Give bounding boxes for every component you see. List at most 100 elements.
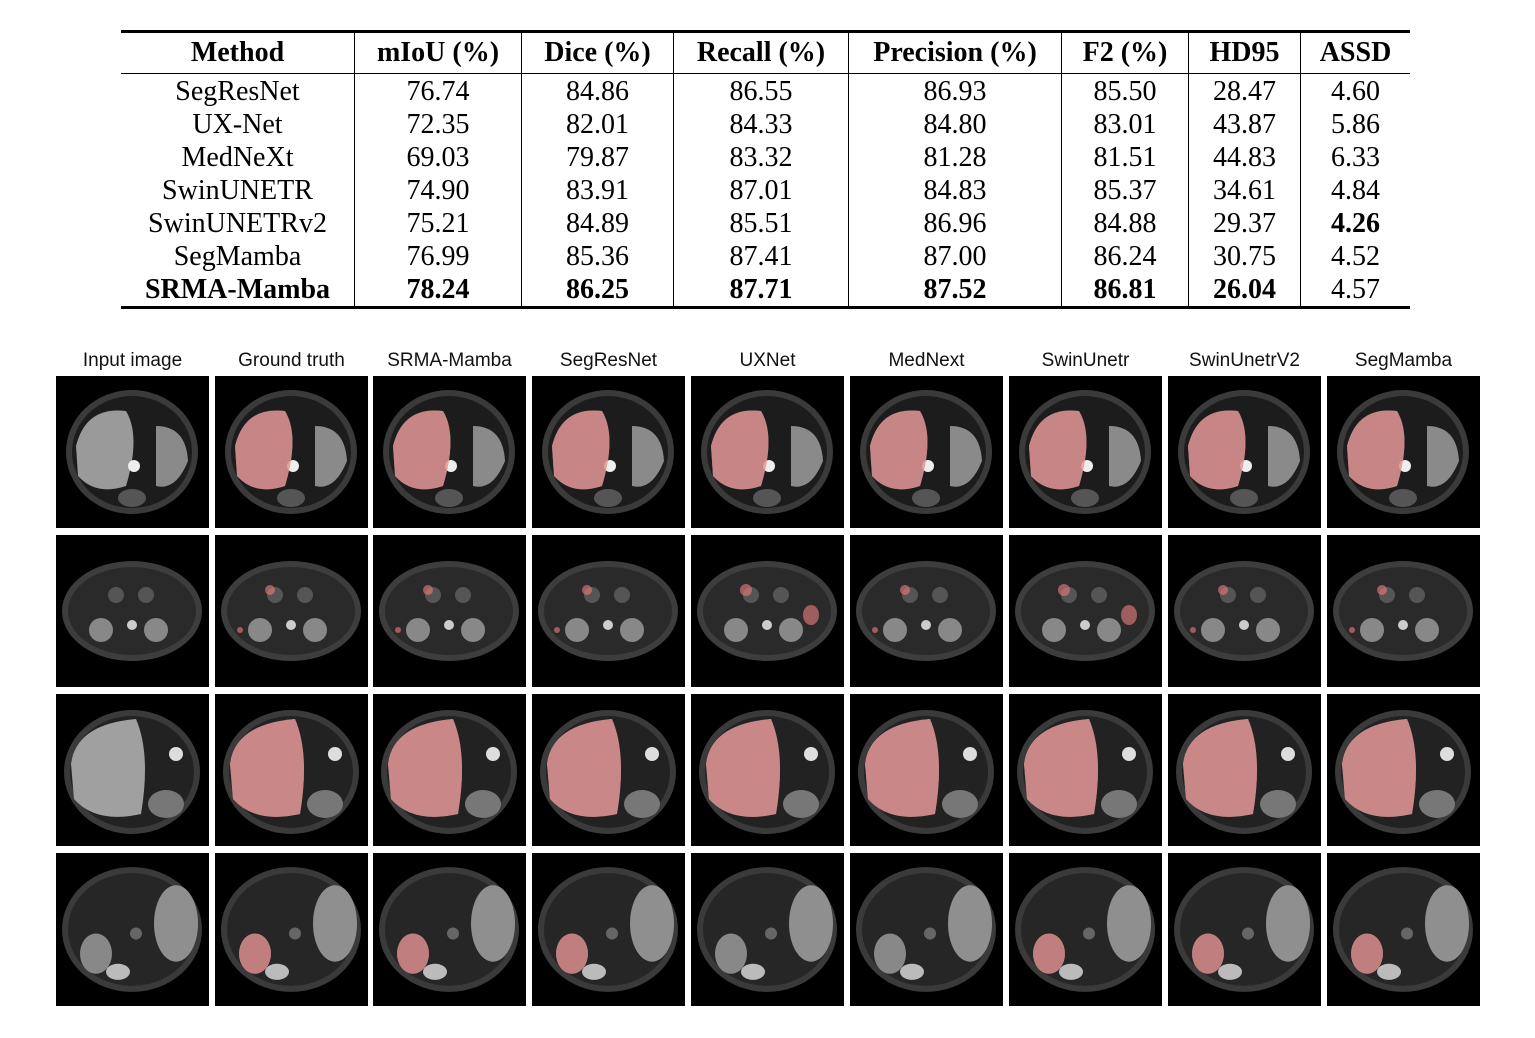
metric-cell: 87.52 <box>848 273 1062 308</box>
metric-cell: 76.74 <box>354 73 522 108</box>
metric-cell: 4.60 <box>1300 73 1410 108</box>
mri-slice-image <box>373 694 526 846</box>
mri-slice-image <box>373 376 526 528</box>
mri-slice-image <box>850 376 1003 528</box>
metric-cell: 86.93 <box>848 73 1062 108</box>
results-table: Method mIoU (%) Dice (%) Recall (%) Prec… <box>121 30 1410 309</box>
header-assd: ASSD <box>1300 31 1410 74</box>
metric-cell: 84.86 <box>521 73 674 108</box>
mri-slice-image <box>1009 853 1162 1006</box>
mri-slice-image <box>1327 535 1480 687</box>
mri-slice-image <box>532 535 685 687</box>
mri-slice-image <box>373 535 526 687</box>
column-header: SwinUnetr <box>1041 350 1130 371</box>
mri-slice-image <box>1168 535 1321 687</box>
column-header: Ground truth <box>238 350 345 371</box>
metric-cell: 34.61 <box>1188 174 1301 207</box>
mri-slice-image <box>850 535 1003 687</box>
mri-slice-image <box>215 694 368 846</box>
method-cell: SRMA-Mamba <box>144 274 331 305</box>
metric-cell: 76.99 <box>354 240 522 273</box>
method-cell: SwinUNETR <box>162 175 313 206</box>
metric-cell: 87.41 <box>673 240 849 273</box>
mri-slice-image <box>56 535 209 687</box>
column-header: SegResNet <box>559 350 658 371</box>
metric-cell: 85.37 <box>1061 174 1189 207</box>
metric-cell: 26.04 <box>1188 273 1301 308</box>
table-row: SegResNet 76.74 84.86 86.55 86.93 85.50 28.47 4… <box>121 73 1410 108</box>
metric-cell: 87.71 <box>673 273 849 308</box>
mri-slice-image <box>691 535 844 687</box>
table-header-row: Method mIoU (%) Dice (%) Recall (%) Prec… <box>121 31 1410 74</box>
metric-cell: 84.88 <box>1061 207 1189 240</box>
metric-cell: 85.51 <box>673 207 849 240</box>
method-cell: UX-Net <box>192 109 283 140</box>
mri-slice-image <box>1009 376 1162 528</box>
metric-cell: 44.83 <box>1188 141 1301 174</box>
metric-cell: 81.28 <box>848 141 1062 174</box>
method-cell: SegResNet <box>175 76 300 107</box>
table-row: UX-Net 72.35 82.01 84.33 84.80 83.01 43.87 5.86 <box>121 108 1410 141</box>
metric-cell: 86.96 <box>848 207 1062 240</box>
metric-cell: 5.86 <box>1300 108 1410 141</box>
table-row: SwinUNETR 74.90 83.91 87.01 84.83 85.37 34.61 4… <box>121 174 1410 207</box>
metric-cell: 84.33 <box>673 108 849 141</box>
mri-slice-image <box>691 376 844 528</box>
mri-slice-image <box>1327 853 1480 1006</box>
table-row: MedNeXt 69.03 79.87 83.32 81.28 81.51 44.83 6.3… <box>121 141 1410 174</box>
metric-cell: 84.80 <box>848 108 1062 141</box>
metric-cell: 30.75 <box>1188 240 1301 273</box>
header-hd95: HD95 <box>1188 31 1301 74</box>
metric-cell: 86.25 <box>521 273 674 308</box>
mri-slice-image <box>56 853 209 1006</box>
mri-slice-image <box>373 853 526 1006</box>
mri-slice-image <box>532 853 685 1006</box>
mri-slice-image <box>1168 853 1321 1006</box>
metric-cell: 4.26 <box>1300 207 1410 240</box>
column-header: Input image <box>82 350 183 371</box>
mri-slice-image <box>215 535 368 687</box>
mri-slice-image <box>215 853 368 1006</box>
metric-cell: 4.52 <box>1300 240 1410 273</box>
metric-cell: 4.57 <box>1300 273 1410 308</box>
metric-cell: 86.81 <box>1061 273 1189 308</box>
mri-slice-image <box>1009 694 1162 846</box>
metric-cell: 79.87 <box>521 141 674 174</box>
metric-cell: 43.87 <box>1188 108 1301 141</box>
metric-cell: 85.36 <box>521 240 674 273</box>
mri-slice-image <box>1168 694 1321 846</box>
metric-cell: 87.01 <box>673 174 849 207</box>
method-cell: SwinUNETRv2 <box>148 208 327 239</box>
column-header: SwinUnetrV2 <box>1189 350 1300 371</box>
column-header: MedNext <box>888 350 965 371</box>
header-miou: mIoU (%) <box>354 31 522 74</box>
metric-cell: 84.89 <box>521 207 674 240</box>
table-row: SwinUNETRv2 75.21 84.89 85.51 86.96 84.88 29.3… <box>121 207 1410 240</box>
mri-slice-image <box>532 694 685 846</box>
mri-slice-image <box>56 694 209 846</box>
column-header: UXNet <box>739 350 796 371</box>
metric-cell: 82.01 <box>521 108 674 141</box>
method-cell: SegMamba <box>173 241 302 272</box>
mri-slice-image <box>215 376 368 528</box>
header-f2: F2 (%) <box>1061 31 1189 74</box>
metric-cell: 87.00 <box>848 240 1062 273</box>
metric-cell: 81.51 <box>1061 141 1189 174</box>
metric-cell: 75.21 <box>354 207 522 240</box>
column-header: SRMA-Mamba <box>387 350 512 371</box>
metric-cell: 78.24 <box>354 273 522 308</box>
metric-cell: 6.33 <box>1300 141 1410 174</box>
mri-slice-image <box>691 853 844 1006</box>
metric-cell: 28.47 <box>1188 73 1301 108</box>
metric-cell: 4.84 <box>1300 174 1410 207</box>
metric-cell: 86.24 <box>1061 240 1189 273</box>
column-header: SegMamba <box>1354 350 1453 371</box>
mri-slice-image <box>1168 376 1321 528</box>
metric-cell: 74.90 <box>354 174 522 207</box>
mri-slice-image <box>532 376 685 528</box>
metric-cell: 72.35 <box>354 108 522 141</box>
mri-slice-image <box>850 694 1003 846</box>
mri-slice-image <box>850 853 1003 1006</box>
metric-cell: 83.32 <box>673 141 849 174</box>
mri-slice-image <box>691 694 844 846</box>
